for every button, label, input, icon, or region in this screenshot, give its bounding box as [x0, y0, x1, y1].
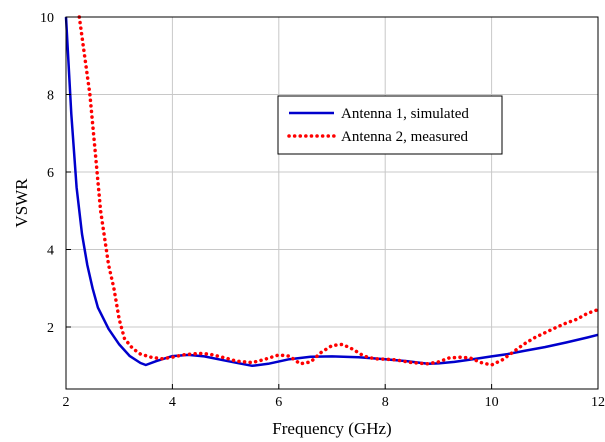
x-axis-title: Frequency (GHz)	[272, 419, 391, 438]
legend-box	[277, 95, 503, 155]
tick-labels: 2 4 6 8 10 12 2 4 6 8 10	[40, 11, 605, 410]
y-axis-title: VSWR	[12, 178, 31, 228]
axis-ticks	[65, 16, 599, 389]
x-tick-label: 10	[485, 395, 499, 410]
grid-lines	[66, 17, 598, 389]
x-tick-label: 8	[382, 395, 389, 410]
x-tick-label: 6	[275, 395, 282, 410]
y-tick-label: 4	[47, 244, 54, 259]
plot-frame	[65, 16, 599, 390]
y-tick-label: 6	[47, 166, 54, 181]
legend: Antenna 1, simulated Antenna 2, measured	[277, 95, 503, 155]
y-tick-label: 8	[47, 89, 54, 104]
legend-label-simulated: Antenna 1, simulated	[341, 106, 469, 122]
series-line-measured	[77, 15, 600, 367]
series-line-simulated	[64, 16, 599, 368]
x-tick-label: 4	[169, 395, 176, 410]
y-tick-label: 10	[40, 11, 54, 26]
x-tick-label: 12	[591, 395, 605, 410]
x-tick-label: 2	[63, 395, 70, 410]
series-lines	[64, 15, 600, 368]
legend-label-measured: Antenna 2, measured	[341, 129, 469, 145]
y-tick-label: 2	[47, 321, 54, 336]
